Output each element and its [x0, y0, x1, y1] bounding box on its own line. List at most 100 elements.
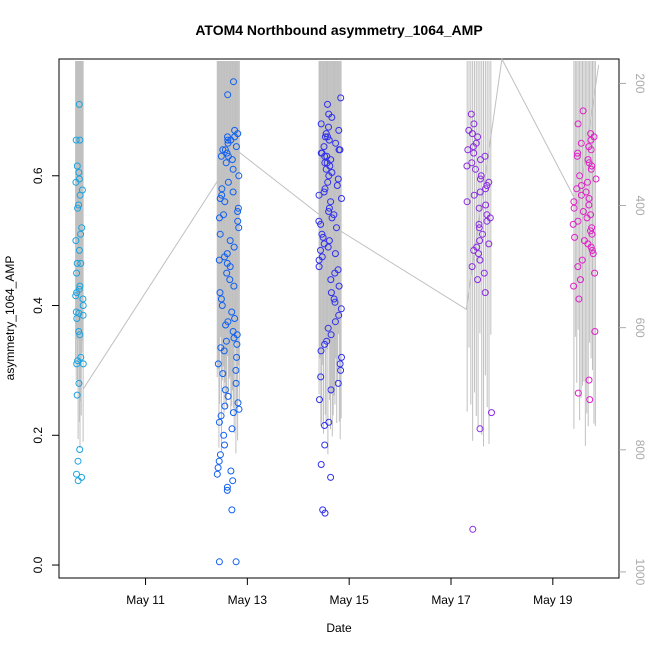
data-point [483, 217, 491, 225]
data-point [583, 214, 591, 222]
data-point [325, 123, 332, 131]
data-point [233, 353, 241, 361]
data-point [588, 230, 596, 238]
data-point [73, 269, 81, 277]
data-point [215, 457, 223, 465]
data-point [216, 195, 224, 202]
data-point [216, 451, 224, 459]
data-point [324, 178, 332, 186]
data-point [322, 130, 330, 138]
data-point [569, 220, 577, 228]
data-point [338, 353, 345, 361]
x-axis: May 11 May 13 May 15 May 17 May 19 [126, 578, 573, 607]
data-point [74, 457, 82, 465]
data-point [322, 165, 330, 173]
data-point [224, 139, 232, 147]
data-point [570, 204, 578, 212]
data-point [228, 506, 236, 514]
data-point [215, 256, 223, 264]
chart-title: ATOM4 Northbound asymmetry_1064_AMP [195, 22, 482, 38]
x-tick-label: May 17 [431, 593, 471, 607]
data-point [325, 136, 333, 144]
data-point [476, 175, 484, 183]
data-point [227, 467, 235, 475]
data-point [235, 224, 243, 232]
data-point [592, 175, 600, 183]
data-point [224, 91, 232, 99]
data-point [232, 558, 240, 566]
secondary-y-axis: 200 400 600 800 1000 [619, 73, 647, 586]
data-point [318, 230, 326, 238]
data-point [315, 191, 323, 199]
data-point [331, 298, 339, 306]
data-point [229, 477, 237, 485]
data-point [217, 295, 225, 303]
data-point [75, 201, 83, 209]
y2-tick-label: 200 [633, 73, 647, 93]
data-point [223, 483, 231, 491]
data-point [78, 473, 86, 481]
data-point [317, 120, 325, 128]
data-point [485, 240, 493, 248]
data-point [321, 509, 329, 517]
data-point [234, 399, 242, 407]
data-point [216, 230, 224, 238]
data-point [76, 191, 84, 199]
data-point [234, 217, 242, 225]
data-point [235, 405, 243, 413]
data-point [77, 259, 85, 267]
data-point [216, 289, 224, 297]
data-point [333, 182, 341, 189]
data-point [474, 133, 482, 141]
data-point [324, 324, 332, 332]
y2-tick-label: 400 [633, 196, 647, 216]
data-point [327, 198, 335, 206]
data-point [73, 391, 81, 399]
data-point [467, 110, 475, 118]
data-point [72, 178, 80, 186]
data-point [571, 233, 579, 241]
y2-tick-label: 1000 [633, 559, 647, 586]
data-point [73, 470, 80, 478]
data-point [470, 246, 478, 254]
data-point [221, 146, 229, 154]
data-point [76, 446, 84, 453]
data-point [321, 422, 328, 429]
data-point [335, 311, 343, 319]
data-point [475, 250, 482, 258]
data-point [325, 208, 333, 215]
data-point [78, 224, 86, 232]
data-point [477, 172, 485, 180]
data-point [331, 269, 339, 277]
data-point [575, 295, 583, 303]
data-point [470, 191, 478, 199]
data-point [72, 292, 80, 300]
data-point [230, 282, 238, 290]
x-tick-label: May 11 [126, 593, 165, 607]
x-tick-label: May 15 [330, 593, 370, 607]
data-point [574, 149, 582, 157]
data-point [578, 182, 585, 189]
data-point [319, 233, 327, 241]
data-point [222, 159, 230, 167]
data-point [475, 224, 483, 232]
data-point [221, 253, 228, 261]
data-point [223, 269, 231, 277]
data-point [217, 412, 225, 420]
data-point [228, 308, 236, 316]
data-point [587, 146, 595, 154]
data-point [574, 217, 582, 225]
data-point [577, 191, 585, 199]
data-point [79, 360, 87, 368]
data-point [317, 246, 324, 254]
data-point [588, 162, 596, 170]
data-point [335, 282, 343, 290]
data-point [584, 178, 591, 186]
data-point [488, 409, 495, 417]
data-point [324, 243, 332, 251]
data-point [321, 159, 329, 167]
data-point [469, 525, 477, 533]
data-point [228, 156, 236, 164]
data-point [79, 295, 87, 303]
data-point [476, 188, 484, 196]
